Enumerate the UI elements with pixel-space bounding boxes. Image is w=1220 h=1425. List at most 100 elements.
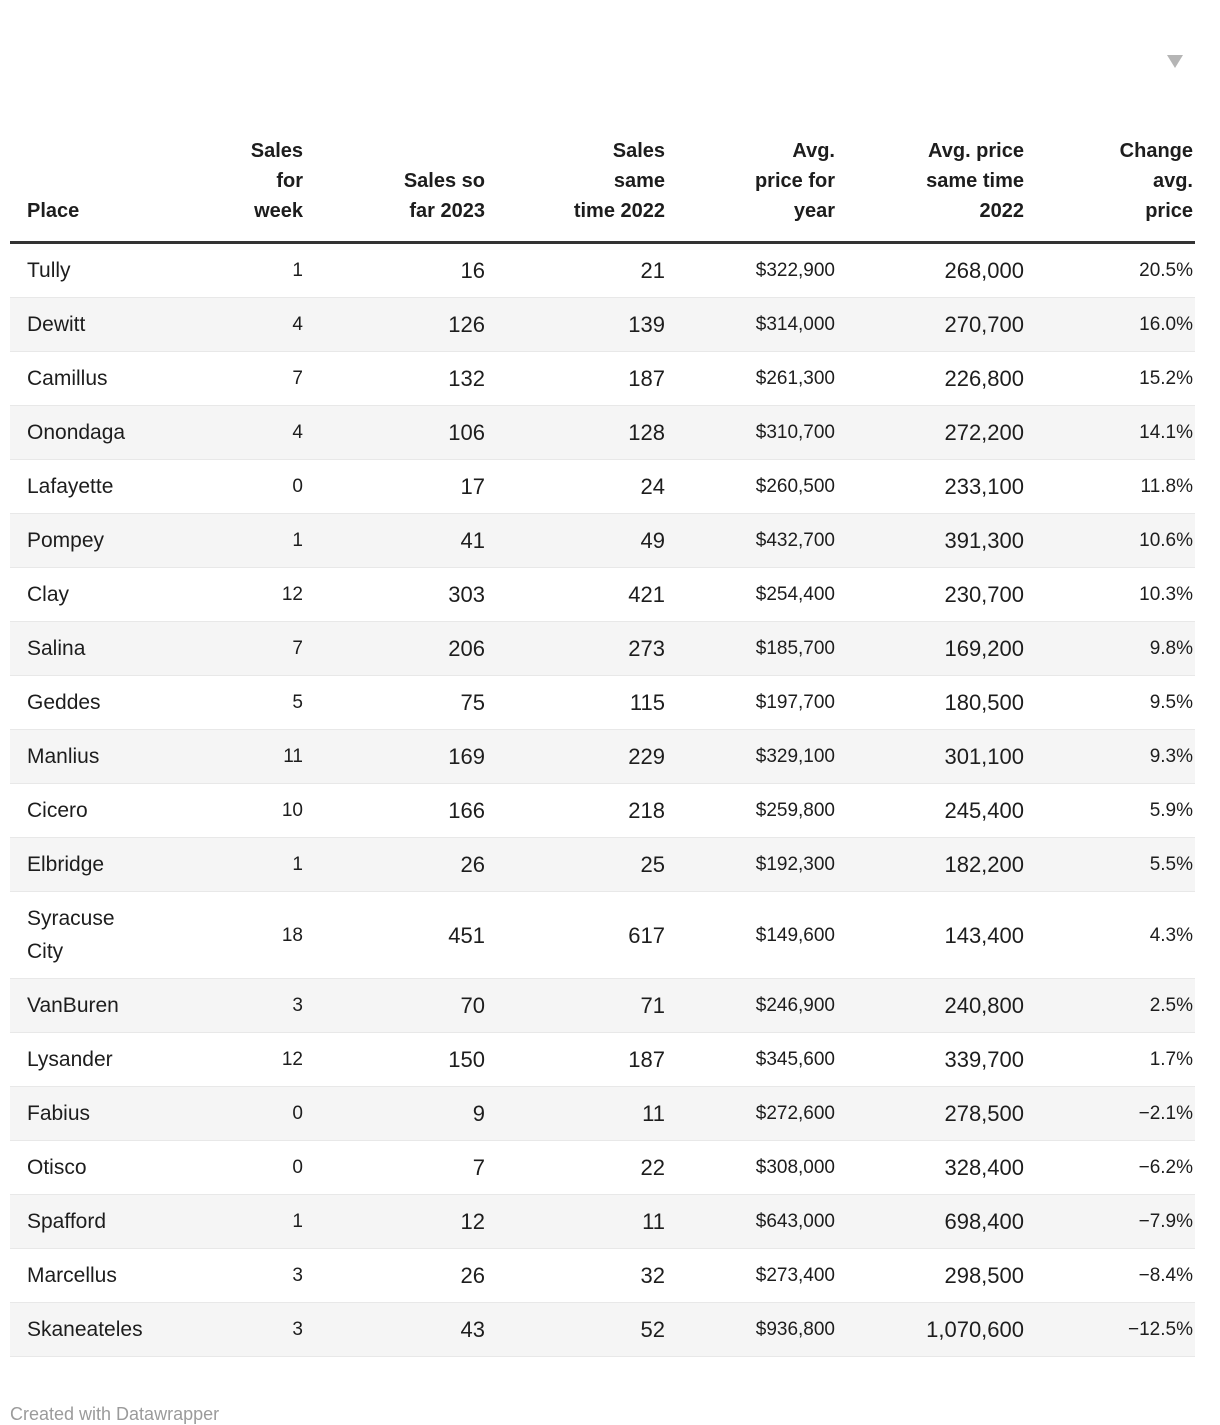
cell-sales_same_time_2022: 11 xyxy=(487,1194,667,1249)
column-header-avg-price-same-time-2022[interactable]: Avg. price same time 2022 xyxy=(837,40,1026,244)
cell-sales_for_week: 10 xyxy=(205,783,305,838)
table-row: Salina 7 206 273 $185,700 169,200 9.8% xyxy=(10,621,1195,676)
cell-sales_for_week: 0 xyxy=(205,1140,305,1195)
cell-sales_for_week: 4 xyxy=(205,297,305,352)
cell-sales_for_week: 11 xyxy=(205,729,305,784)
cell-avg_price_same_time_2022: 169,200 xyxy=(837,621,1026,676)
cell-place: Onondaga xyxy=(10,405,205,460)
column-header-sales-so-far-2023[interactable]: Sales so far 2023 xyxy=(305,40,487,244)
cell-sales_same_time_2022: 115 xyxy=(487,675,667,730)
cell-change_avg_price: −2.1% xyxy=(1026,1086,1195,1141)
datawrapper-credit-link[interactable]: Created with Datawrapper xyxy=(10,1404,220,1424)
table-row: Cicero 10 166 218 $259,800 245,400 5.9% xyxy=(10,783,1195,838)
table-row: VanBuren 3 70 71 $246,900 240,800 2.5% xyxy=(10,978,1195,1033)
cell-change_avg_price: 20.5% xyxy=(1139,260,1193,281)
cell-sales_for_week: 7 xyxy=(205,351,305,406)
table-row: Lafayette 0 17 24 $260,500 233,100 11.8% xyxy=(10,459,1195,514)
cell-sales_for_week: 4 xyxy=(205,405,305,460)
table-row: Spafford 1 12 11 $643,000 698,400 −7.9% xyxy=(10,1194,1195,1249)
column-header-change-avg-price[interactable]: Change avg. price xyxy=(1026,40,1195,244)
cell-sales_for_week: 12 xyxy=(205,1032,305,1087)
cell-sales_same_time_2022: 49 xyxy=(487,513,667,568)
cell-sales_for_week: 7 xyxy=(205,621,305,676)
cell-sales_so_far_2023: 17 xyxy=(305,459,487,514)
cell-avg_price_for_year: $197,700 xyxy=(667,675,837,730)
cell-sales_same_time_2022: 25 xyxy=(487,837,667,892)
cell-sales_so_far_2023: 106 xyxy=(305,405,487,460)
cell-sales_so_far_2023: 169 xyxy=(305,729,487,784)
table-row: Pompey 1 41 49 $432,700 391,300 10.6% xyxy=(10,513,1195,568)
cell-sales_same_time_2022: 229 xyxy=(487,729,667,784)
column-header-avg-price-for-year[interactable]: Avg. price for year xyxy=(667,40,837,244)
cell-avg_price_same_time_2022: 328,400 xyxy=(837,1140,1026,1195)
cell-avg_price_same_time_2022: 230,700 xyxy=(837,567,1026,622)
sales-table: Place Sales for week Sales so far 2023 S… xyxy=(10,40,1195,1357)
table-row: Geddes 5 75 115 $197,700 180,500 9.5% xyxy=(10,675,1195,730)
column-header-label: Change avg. price xyxy=(1119,140,1193,222)
column-header-sales-same-time-2022[interactable]: Sales same time 2022 xyxy=(487,40,667,244)
cell-sales_same_time_2022: 187 xyxy=(487,351,667,406)
table-row: Onondaga 4 106 128 $310,700 272,200 14.1% xyxy=(10,405,1195,460)
cell-sales_for_week: 12 xyxy=(205,567,305,622)
cell-sales_so_far_2023: 132 xyxy=(305,351,487,406)
cell-sales_so_far_2023: 126 xyxy=(305,297,487,352)
cell-avg_price_for_year: $272,600 xyxy=(667,1086,837,1141)
cell-place: Otisco xyxy=(10,1140,205,1195)
cell-change_avg_price: 1.7% xyxy=(1026,1032,1195,1087)
cell-sales_so_far_2023: 451 xyxy=(305,891,487,979)
table-row: Dewitt 4 126 139 $314,000 270,700 16.0% xyxy=(10,297,1195,352)
table-row: Manlius 11 169 229 $329,100 301,100 9.3% xyxy=(10,729,1195,784)
cell-place: Marcellus xyxy=(10,1248,205,1303)
cell-change_avg_price: 9.8% xyxy=(1026,621,1195,676)
cell-avg_price_for_year: $432,700 xyxy=(667,513,837,568)
cell-sales_so_far_2023: 43 xyxy=(305,1302,487,1357)
cell-avg_price_for_year: $259,800 xyxy=(667,783,837,838)
footer: Created with Datawrapper xyxy=(10,1403,1220,1425)
cell-avg_price_for_year: $254,400 xyxy=(667,567,837,622)
cell-avg_price_for_year: $149,600 xyxy=(667,891,837,979)
cell-avg_price_same_time_2022: 298,500 xyxy=(837,1248,1026,1303)
cell-sales_same_time_2022: 52 xyxy=(487,1302,667,1357)
cell-avg_price_for_year: $643,000 xyxy=(667,1194,837,1249)
cell-place: Elbridge xyxy=(10,837,205,892)
cell-change_avg_price: −8.4% xyxy=(1026,1248,1195,1303)
cell-sales_so_far_2023: 26 xyxy=(305,837,487,892)
cell-place: Skaneateles xyxy=(10,1302,205,1357)
cell-place: VanBuren xyxy=(10,978,205,1033)
cell-place: Geddes xyxy=(10,675,205,730)
cell-sales_so_far_2023: 16 xyxy=(460,258,485,283)
column-header-place[interactable]: Place xyxy=(10,40,205,244)
cell-avg_price_same_time_2022: 391,300 xyxy=(837,513,1026,568)
cell-avg_price_same_time_2022: 272,200 xyxy=(837,405,1026,460)
table-row: Elbridge 1 26 25 $192,300 182,200 5.5% xyxy=(10,837,1195,892)
cell-sales_so_far_2023: 26 xyxy=(305,1248,487,1303)
cell-place: Syracuse City xyxy=(10,891,205,979)
cell-change_avg_price: 9.5% xyxy=(1026,675,1195,730)
cell-change_avg_price: 5.9% xyxy=(1026,783,1195,838)
cell-sales_same_time_2022: 273 xyxy=(487,621,667,676)
cell-avg_price_same_time_2022: 240,800 xyxy=(837,978,1026,1033)
cell-sales_same_time_2022: 139 xyxy=(487,297,667,352)
cell-sales_so_far_2023: 41 xyxy=(305,513,487,568)
cell-place: Manlius xyxy=(10,729,205,784)
cell-sales_for_week: 18 xyxy=(205,891,305,979)
cell-sales_so_far_2023: 70 xyxy=(305,978,487,1033)
table-row: Otisco 0 7 22 $308,000 328,400 −6.2% xyxy=(10,1140,1195,1195)
cell-sales_same_time_2022: 24 xyxy=(487,459,667,514)
cell-sales_for_week: 1 xyxy=(205,837,305,892)
cell-sales_for_week: 0 xyxy=(205,1086,305,1141)
cell-place: Cicero xyxy=(10,783,205,838)
table-row: Marcellus 3 26 32 $273,400 298,500 −8.4% xyxy=(10,1248,1195,1303)
cell-sales_for_week: 3 xyxy=(205,1302,305,1357)
cell-place: Pompey xyxy=(10,513,205,568)
cell-sales_same_time_2022: 617 xyxy=(487,891,667,979)
cell-place: Camillus xyxy=(10,351,205,406)
header-row: Place Sales for week Sales so far 2023 S… xyxy=(10,40,1195,244)
table-row: Fabius 0 9 11 $272,600 278,500 −2.1% xyxy=(10,1086,1195,1141)
cell-avg_price_same_time_2022: 1,070,600 xyxy=(837,1302,1026,1357)
cell-sales_for_week: 3 xyxy=(205,978,305,1033)
cell-change_avg_price: 5.5% xyxy=(1026,837,1195,892)
cell-sales_for_week: 5 xyxy=(205,675,305,730)
column-header-sales-for-week[interactable]: Sales for week xyxy=(205,40,305,244)
cell-avg_price_same_time_2022: 268,000 xyxy=(944,258,1024,283)
